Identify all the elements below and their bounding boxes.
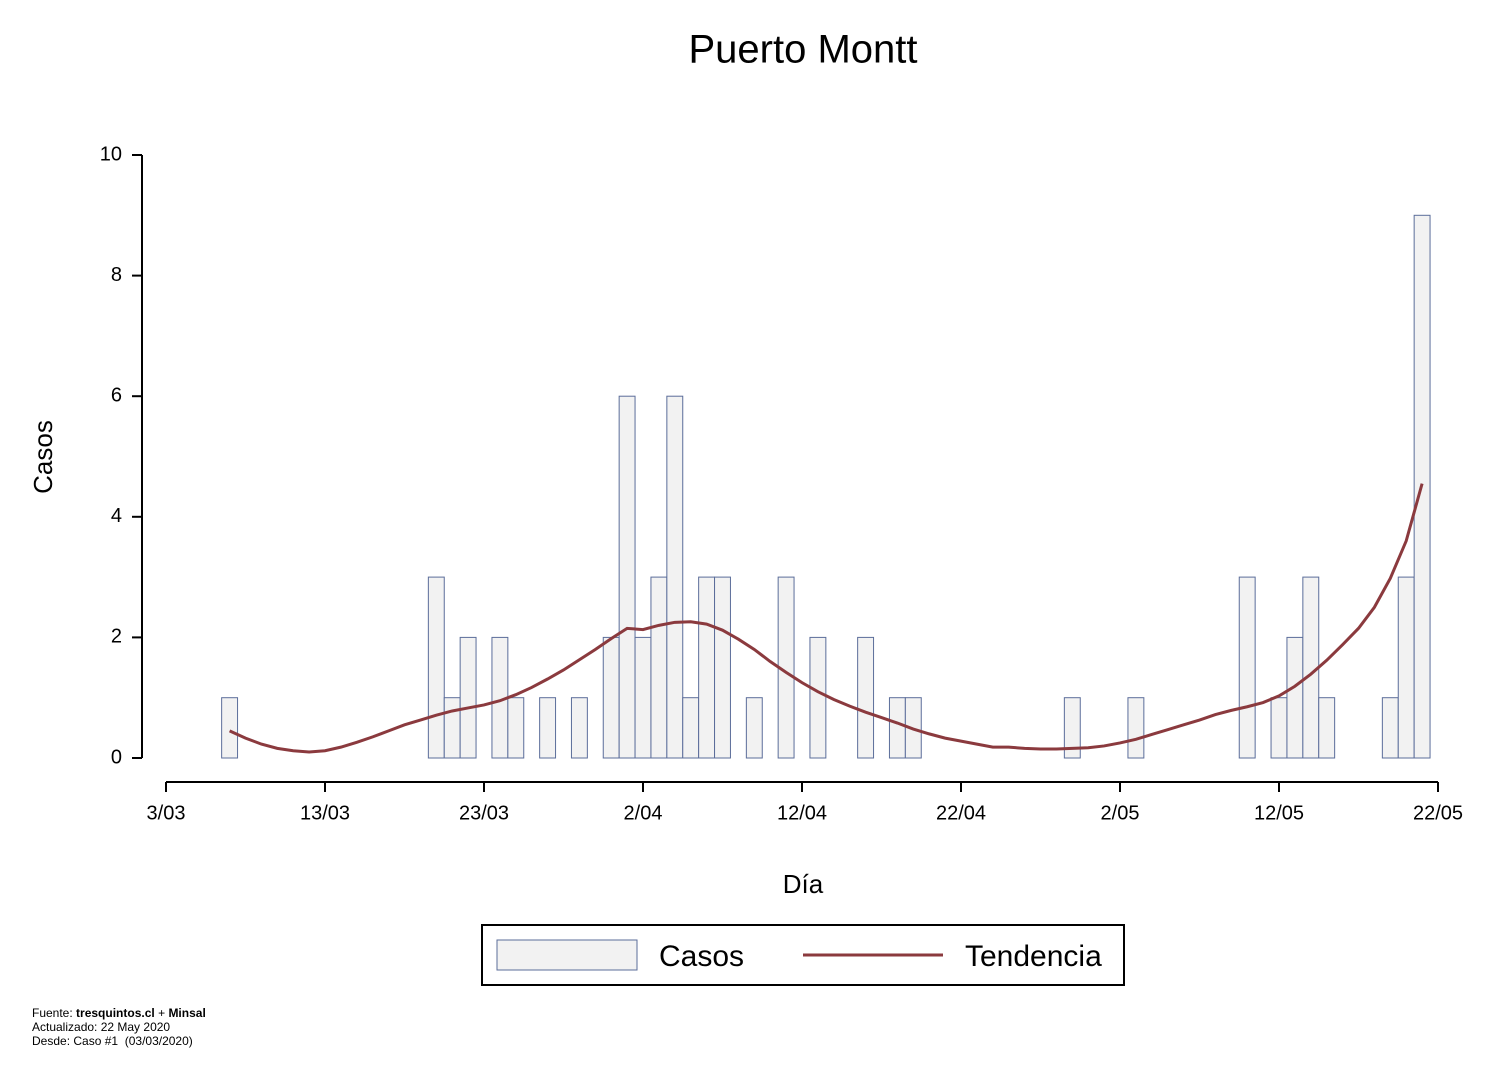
footer-text: Fuente:	[32, 1006, 73, 1020]
legend-label: Casos	[659, 940, 744, 973]
bar	[602, 636, 620, 759]
x-tick-label: 23/03	[459, 802, 509, 824]
footer-source: Fuente: tresquintos.cl + Minsal	[32, 1006, 206, 1020]
y-axis-label: Casos	[28, 420, 58, 494]
bar	[507, 697, 525, 759]
bar	[650, 576, 668, 759]
bar	[888, 697, 906, 759]
footer-text: tresquintos.cl	[76, 1006, 155, 1020]
bar	[634, 636, 652, 759]
x-tick-label: 2/04	[624, 802, 663, 824]
y-tick-label: 0	[111, 746, 122, 768]
bar	[698, 576, 716, 759]
bar	[1238, 576, 1256, 759]
y-tick-label: 10	[100, 143, 122, 165]
bar	[1397, 576, 1415, 759]
bar	[745, 697, 763, 759]
y-tick-label: 8	[111, 264, 122, 286]
bar	[618, 395, 636, 759]
y-tick-label: 6	[111, 384, 122, 406]
footer-text: Minsal	[168, 1006, 205, 1020]
bar	[714, 576, 731, 759]
legend-label: Tendencia	[965, 940, 1102, 973]
bar	[1063, 697, 1081, 759]
y-tick-label: 2	[111, 626, 122, 648]
footer-text: +	[158, 1006, 165, 1020]
legend-box	[481, 924, 1125, 986]
x-tick-label: 22/04	[936, 802, 986, 824]
x-axis-label: Día	[783, 869, 824, 899]
x-tick-label: 13/03	[300, 802, 350, 824]
bar	[459, 636, 477, 759]
bar	[1270, 697, 1288, 759]
x-tick-label: 12/04	[777, 802, 827, 824]
legend-swatch	[496, 939, 638, 971]
x-tick-label: 2/05	[1101, 802, 1140, 824]
bar	[427, 576, 445, 759]
bar	[539, 697, 557, 759]
chart-title: Puerto Montt	[688, 28, 917, 72]
bar	[570, 697, 588, 759]
x-tick-label: 12/05	[1254, 802, 1304, 824]
footer-since: Desde: Caso #1 (03/03/2020)	[32, 1034, 193, 1048]
x-tick-label: 3/03	[147, 802, 186, 824]
bar	[1286, 636, 1304, 759]
bar	[221, 697, 239, 759]
bar	[1127, 697, 1145, 759]
bar	[666, 395, 684, 759]
bar	[857, 636, 875, 759]
bar	[443, 697, 461, 759]
bar	[1381, 697, 1399, 759]
footer-updated: Actualizado: 22 May 2020	[32, 1020, 170, 1034]
y-tick-label: 4	[111, 505, 122, 527]
bar	[809, 636, 827, 759]
bar	[682, 697, 700, 759]
x-tick-label: 22/05	[1413, 802, 1463, 824]
trend-line	[228, 483, 1424, 754]
bar	[1318, 697, 1336, 759]
